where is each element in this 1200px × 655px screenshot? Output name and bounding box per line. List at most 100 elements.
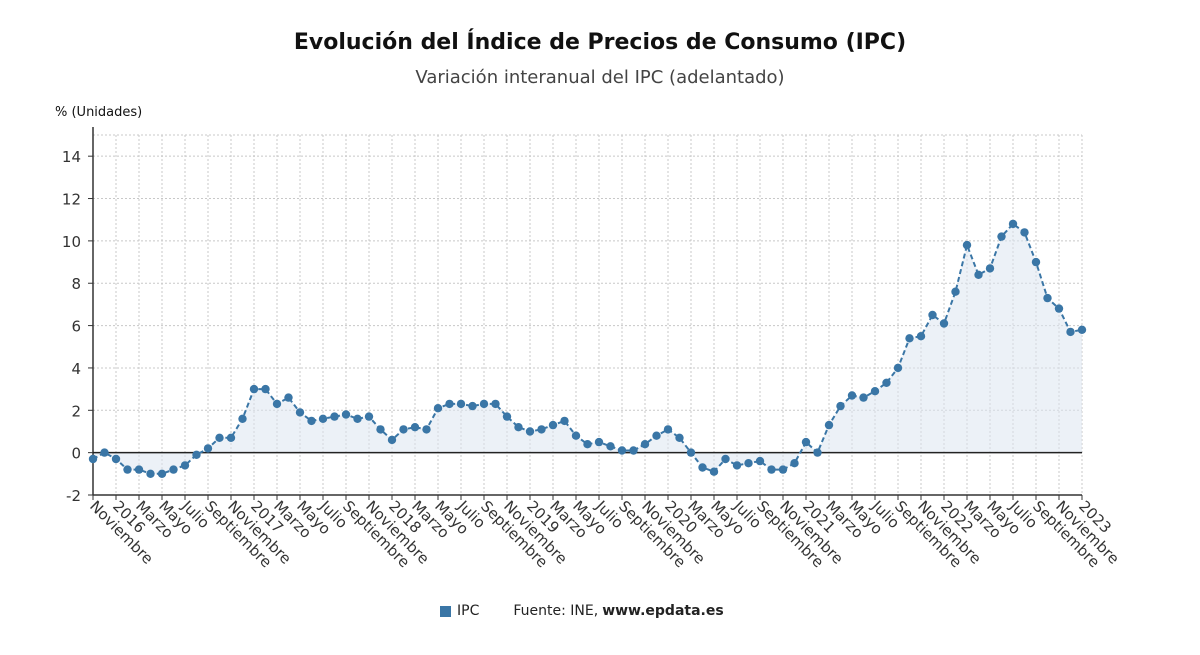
data-point bbox=[284, 393, 293, 402]
data-point bbox=[663, 425, 673, 434]
data-point bbox=[341, 410, 351, 419]
data-point bbox=[238, 414, 247, 423]
legend-swatch-ipc bbox=[440, 605, 451, 617]
data-point bbox=[479, 399, 489, 409]
data-point bbox=[387, 435, 397, 445]
data-point bbox=[502, 412, 512, 421]
y-tick-label: 10 bbox=[62, 233, 81, 251]
data-point bbox=[790, 459, 799, 468]
data-point bbox=[836, 401, 845, 411]
data-point bbox=[192, 450, 201, 459]
data-point bbox=[767, 465, 776, 474]
data-point bbox=[847, 391, 857, 400]
axes bbox=[92, 127, 1082, 496]
data-point bbox=[410, 423, 420, 432]
legend-label-ipc: IPC bbox=[457, 603, 480, 619]
data-point bbox=[594, 437, 604, 447]
data-point bbox=[571, 431, 581, 440]
data-point bbox=[468, 401, 477, 411]
data-point bbox=[916, 332, 926, 341]
y-tick-label: 8 bbox=[71, 275, 81, 293]
series-area bbox=[93, 223, 1082, 474]
data-point bbox=[606, 442, 615, 451]
data-point bbox=[1020, 228, 1029, 237]
data-point bbox=[778, 465, 788, 474]
data-point bbox=[560, 416, 569, 426]
data-point bbox=[686, 448, 696, 457]
data-point bbox=[882, 378, 891, 387]
data-point bbox=[859, 393, 868, 402]
source-link[interactable]: www.epdata.es bbox=[602, 603, 724, 619]
data-point bbox=[318, 414, 328, 423]
y-tick-label: 12 bbox=[62, 191, 81, 209]
data-point bbox=[1031, 257, 1041, 267]
data-point bbox=[813, 448, 822, 457]
data-point bbox=[491, 399, 500, 409]
y-tick-label: 0 bbox=[71, 445, 81, 463]
data-point bbox=[893, 363, 903, 373]
data-point bbox=[1077, 325, 1087, 334]
data-point bbox=[583, 440, 592, 449]
data-point bbox=[445, 399, 454, 409]
y-tick-label: -2 bbox=[66, 487, 81, 505]
data-point bbox=[295, 408, 305, 417]
data-point bbox=[399, 425, 408, 434]
data-point bbox=[997, 232, 1006, 241]
y-tick-label: 2 bbox=[71, 402, 81, 420]
data-point bbox=[111, 454, 121, 464]
data-point bbox=[974, 270, 983, 279]
y-tick-label: 14 bbox=[62, 148, 81, 166]
y-axis-label: % (Unidades) bbox=[55, 105, 143, 120]
data-point bbox=[157, 469, 167, 478]
y-tick-label: 6 bbox=[71, 318, 81, 336]
data-point bbox=[640, 440, 650, 449]
data-point bbox=[732, 461, 742, 470]
chart-subtitle: Variación interanual del IPC (adelantado… bbox=[415, 67, 785, 88]
data-point bbox=[629, 446, 638, 455]
line-chart: -2 0 2 4 6 8 10 12 14 Noviembre2016MarzoMayoJuli… bbox=[62, 127, 1123, 571]
data-point bbox=[1066, 327, 1075, 337]
data-point bbox=[744, 459, 753, 468]
data-point bbox=[422, 425, 431, 434]
data-point bbox=[433, 404, 443, 413]
data-point bbox=[146, 469, 155, 478]
data-point bbox=[215, 433, 224, 442]
data-point bbox=[928, 310, 937, 320]
legend: IPC Fuente: INE, www.epdata.es bbox=[440, 603, 724, 619]
data-point bbox=[364, 412, 374, 421]
data-point bbox=[1054, 304, 1064, 313]
data-point bbox=[376, 425, 385, 434]
y-tick-label: 4 bbox=[71, 360, 81, 378]
data-point bbox=[249, 384, 259, 394]
data-point bbox=[617, 446, 627, 455]
data-point bbox=[261, 384, 270, 394]
data-point bbox=[203, 444, 213, 453]
data-point bbox=[721, 454, 730, 464]
x-tick-labels: Noviembre2016MarzoMayoJulioSeptiembreNov… bbox=[86, 495, 1123, 571]
data-point bbox=[123, 465, 132, 474]
data-point bbox=[675, 433, 684, 442]
area-fill bbox=[93, 223, 1082, 474]
data-point bbox=[226, 433, 236, 442]
y-tick-labels: -2 0 2 4 6 8 10 12 14 bbox=[62, 148, 93, 505]
data-point bbox=[652, 431, 661, 440]
data-point bbox=[801, 437, 811, 447]
data-point bbox=[514, 423, 523, 432]
data-point bbox=[525, 427, 535, 436]
data-point bbox=[169, 465, 178, 474]
data-point bbox=[985, 264, 995, 273]
data-point bbox=[180, 461, 190, 470]
data-point bbox=[100, 448, 109, 457]
data-point bbox=[709, 467, 719, 476]
data-point bbox=[939, 319, 949, 328]
data-point bbox=[962, 240, 972, 250]
chart-title: Evolución del Índice de Precios de Consu… bbox=[293, 30, 907, 55]
data-point bbox=[134, 465, 144, 474]
data-point bbox=[353, 414, 362, 423]
data-point bbox=[272, 399, 282, 409]
data-point bbox=[330, 412, 339, 421]
data-point bbox=[88, 454, 98, 464]
series-ipc bbox=[88, 219, 1087, 478]
data-point bbox=[698, 463, 707, 472]
data-point bbox=[307, 416, 316, 426]
